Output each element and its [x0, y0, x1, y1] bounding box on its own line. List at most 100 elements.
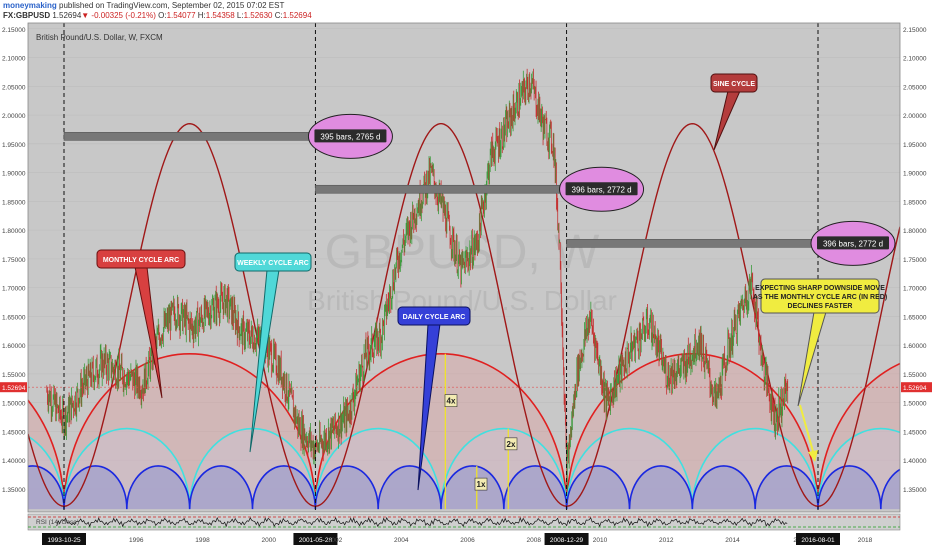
rsi-pane: [27, 513, 901, 531]
x-tick-label: 2001-05-28: [299, 537, 333, 544]
measurement-label: 395 bars, 2765 d: [320, 132, 380, 141]
close-label: C:: [274, 11, 283, 20]
callout-weekly-text: WEEKLY CYCLE ARC: [237, 260, 309, 267]
callout-expecting: EXPECTING SHARP DOWNSIDE MOVE AS THE MONT…: [753, 278, 887, 407]
y-tick-right: 1.95000: [903, 142, 927, 149]
weekly-cycle-arc-fill: [28, 428, 900, 510]
x-tick-label: 1998: [195, 537, 210, 544]
rsi-line: [56, 516, 788, 528]
quote-line: FX:GBPUSD 1.52694▼ -0.00325 (-0.21%) O:1…: [3, 11, 312, 20]
y-tick-left: 1.50000: [2, 401, 26, 408]
callout-expecting-text: EXPECTING SHARP DOWNSIDE MOVE: [755, 285, 885, 292]
y-tick-left: 2.00000: [2, 113, 26, 120]
multiplier-label: 4x: [447, 397, 456, 406]
x-tick-label: 2000: [261, 537, 276, 544]
y-tick-right: 1.50000: [903, 401, 927, 408]
high-label: H:: [197, 11, 206, 20]
y-tick-left: 1.90000: [2, 171, 26, 178]
y-tick-right: 1.45000: [903, 429, 927, 436]
y-tick-right: 1.40000: [903, 458, 927, 465]
callout-daily: DAILY CYCLE ARC: [397, 306, 471, 491]
callout-sine-text: SINE CYCLE: [713, 81, 755, 88]
callout-expecting-text: DECLINES FASTER: [788, 303, 853, 310]
y-tick-left: 1.70000: [2, 286, 26, 293]
measurement-tag: [314, 129, 387, 143]
multiplier-box: [444, 394, 458, 407]
y-tick-left: 2.15000: [2, 27, 26, 34]
y-tick-left: 2.10000: [2, 56, 26, 63]
price-tag-left: [0, 382, 27, 393]
price-series: [46, 68, 789, 491]
high-value: 1.54358: [205, 11, 235, 20]
expected-move-arrow: [799, 404, 815, 456]
plot-frame: [27, 22, 901, 513]
y-tick-left: 1.60000: [2, 343, 26, 350]
y-tick-left: 1.75000: [2, 257, 26, 264]
y-tick-right: 1.65000: [903, 314, 927, 321]
x-tick-label: 2008-12-29: [550, 537, 584, 544]
x-tick-box: [293, 533, 338, 545]
measurement-tag: [817, 236, 889, 250]
y-tick-right: 2.10000: [903, 56, 927, 63]
callout-daily-box: [397, 306, 471, 326]
close-value: 1.52694: [282, 11, 312, 20]
y-tick-right: 2.00000: [903, 113, 927, 120]
callout-weekly-box: [234, 252, 312, 272]
y-tick-right: 1.60000: [903, 343, 927, 350]
callout-daily-text: DAILY CYCLE ARC: [403, 314, 466, 321]
chart-title: British Pound/U.S. Dollar, W, FXCM: [36, 33, 163, 42]
x-tick-label: 2010: [593, 537, 608, 544]
y-tick-right: 2.15000: [903, 27, 927, 34]
x-tick-label: 2016-08-01: [801, 537, 835, 544]
y-tick-right: 1.70000: [903, 286, 927, 293]
open-value: 1.54077: [166, 11, 196, 20]
x-tick-box: [544, 533, 589, 545]
x-tick-label: 2002: [328, 537, 343, 544]
y-tick-left: 1.95000: [2, 142, 26, 149]
multiplier-box: [504, 437, 518, 451]
x-tick-label: 2018: [858, 537, 873, 544]
y-tick-right: 1.75000: [903, 257, 927, 264]
multiplier-label: 2x: [507, 440, 516, 449]
price-tag-right: [901, 382, 932, 393]
x-tick-box: [796, 533, 840, 545]
price-change: ▼ -0.00325 (-0.21%): [81, 11, 156, 20]
y-tick-right: 1.85000: [903, 199, 927, 206]
y-tick-right: 2.05000: [903, 84, 927, 91]
y-tick-right: 1.80000: [903, 228, 927, 235]
measurement-tag: [565, 182, 638, 196]
last-price: 1.52694: [52, 11, 82, 20]
callout-sine: SINE CYCLE: [710, 73, 758, 151]
y-tick-left: 1.45000: [2, 429, 26, 436]
measurement-bar: [63, 132, 316, 141]
multiplier-box: [474, 477, 488, 491]
x-tick-label: 2014: [725, 537, 740, 544]
callout-weekly: WEEKLY CYCLE ARC: [234, 252, 312, 453]
open-label: O:: [158, 11, 167, 20]
author-link[interactable]: moneymaking: [3, 1, 57, 10]
symbol-label[interactable]: FX:GBPUSD: [3, 11, 51, 20]
x-tick-box: [42, 533, 86, 545]
rsi-label: RSI (14, close): [36, 519, 79, 526]
price-tag-left-text: 1.52694: [2, 385, 26, 392]
x-tick-label: 2006: [460, 537, 475, 544]
callout-sine-box: [710, 73, 758, 93]
y-tick-left: 1.55000: [2, 372, 26, 379]
callout-monthly-box: [96, 249, 186, 269]
callout-monthly-text: MONTHLY CYCLE ARC: [103, 257, 179, 264]
y-tick-right: 1.55000: [903, 372, 927, 379]
measurement-label: 396 bars, 2772 d: [823, 239, 883, 248]
y-tick-right: 1.35000: [903, 487, 927, 494]
y-tick-left: 1.65000: [2, 314, 26, 321]
publish-line: moneymaking published on TradingView.com…: [3, 1, 284, 10]
x-tick-label: 1993-10-25: [47, 537, 81, 544]
daily-cycle-arc-fill: [28, 466, 900, 510]
y-tick-left: 1.35000: [2, 487, 26, 494]
callout-expecting-box: [760, 278, 880, 314]
callout-monthly: MONTHLY CYCLE ARC: [96, 249, 186, 399]
low-label: L:: [236, 11, 244, 20]
measurement-bar: [315, 184, 567, 194]
